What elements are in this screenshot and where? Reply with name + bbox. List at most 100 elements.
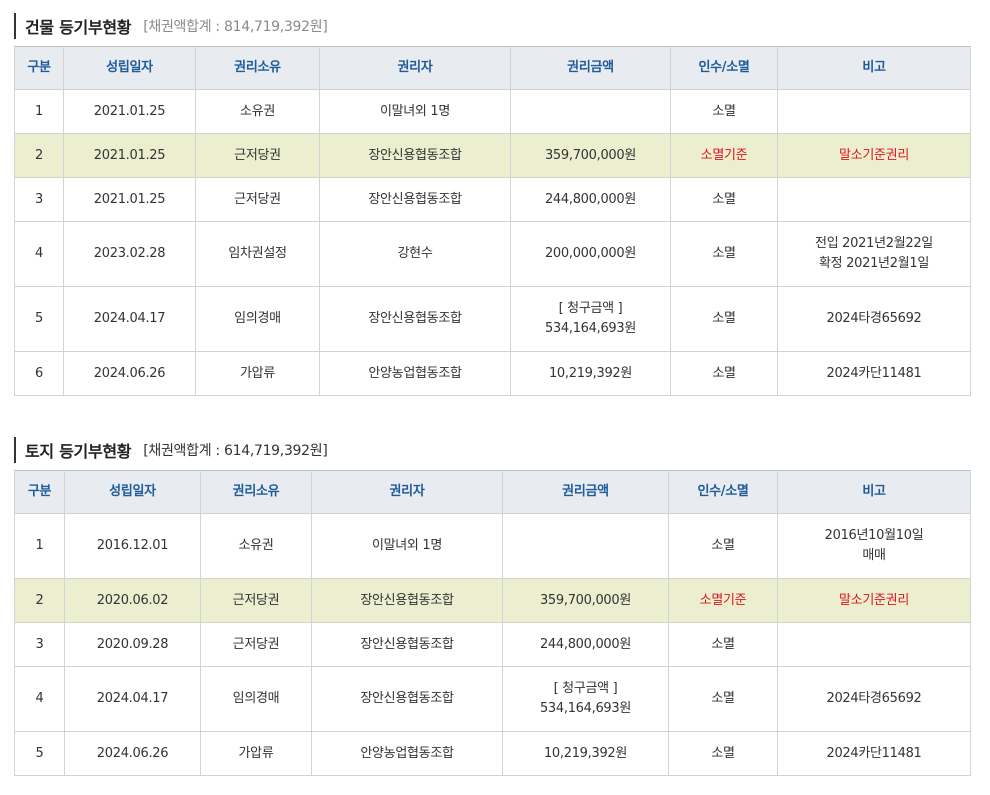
row-note: 전입 2021년2월22일 확정 2021년2월1일 xyxy=(777,221,971,287)
row-status: 소멸 xyxy=(670,221,778,287)
col-header-note: 비고 xyxy=(777,470,971,514)
col-header-amount: 권리금액 xyxy=(510,46,671,90)
row-date: 2024.04.17 xyxy=(63,286,196,352)
row-right-type: 가압류 xyxy=(200,731,312,776)
row-date: 2020.09.28 xyxy=(64,622,201,667)
row-right-type: 임의경매 xyxy=(200,666,312,732)
col-header-right-type: 권리소유 xyxy=(200,470,312,514)
table-row: 1 2021.01.25 소유권 이말녀외 1명 소멸 xyxy=(14,89,971,134)
row-right-type: 근저당권 xyxy=(200,622,312,667)
land-register-table: 구분 성립일자 권리소유 권리자 권리금액 인수/소멸 비고 1 2016.12… xyxy=(14,470,971,776)
land-section-title: 토지 등기부현황 xyxy=(25,442,132,461)
row-status: 소멸 xyxy=(670,177,778,222)
row-no: 1 xyxy=(14,89,64,134)
row-date: 2021.01.25 xyxy=(63,133,196,178)
row-amount: 244,800,000원 xyxy=(502,622,669,667)
row-amount: 200,000,000원 xyxy=(510,221,671,287)
col-header-status: 인수/소멸 xyxy=(670,46,778,90)
col-header-date: 성립일자 xyxy=(63,46,196,90)
row-holder: 이말녀외 1명 xyxy=(319,89,511,134)
col-header-amount: 권리금액 xyxy=(502,470,669,514)
building-section-title: 건물 등기부현황 xyxy=(25,18,132,37)
row-amount: 10,219,392원 xyxy=(510,351,671,396)
row-no: 5 xyxy=(14,286,64,352)
row-note: 2016년10월10일 매매 xyxy=(777,513,971,579)
row-status: 소멸 xyxy=(670,351,778,396)
col-header-no: 구분 xyxy=(14,470,65,514)
row-no: 4 xyxy=(14,221,64,287)
claim-amount-label: [ 청구금액 ] xyxy=(553,681,618,696)
row-no: 3 xyxy=(14,622,65,667)
row-note: 2024타경65692 xyxy=(777,666,971,732)
row-holder: 안양농업협동조합 xyxy=(311,731,503,776)
row-right-type: 임차권설정 xyxy=(195,221,320,287)
row-note xyxy=(777,89,971,134)
table-row: 3 2020.09.28 근저당권 장안신용협동조합 244,800,000원 … xyxy=(14,622,971,667)
row-holder: 장안신용협동조합 xyxy=(311,622,503,667)
row-right-type: 임의경매 xyxy=(195,286,320,352)
row-date: 2023.02.28 xyxy=(63,221,196,287)
land-claim-total: [채권액합계 : 614,719,392원] xyxy=(143,443,328,459)
row-amount: 359,700,000원 xyxy=(502,578,669,623)
row-right-type: 근저당권 xyxy=(200,578,312,623)
row-date: 2021.01.25 xyxy=(63,89,196,134)
land-table-header-row: 구분 성립일자 권리소유 권리자 권리금액 인수/소멸 비고 xyxy=(14,470,971,514)
row-note xyxy=(777,622,971,667)
col-header-holder: 권리자 xyxy=(319,46,511,90)
table-row: 1 2016.12.01 소유권 이말녀외 1명 소멸 2016년10월10일 … xyxy=(14,513,971,579)
row-no: 6 xyxy=(14,351,64,396)
land-register-section: 토지 등기부현황 [채권액합계 : 614,719,392원] 구분 성립일자 … xyxy=(14,437,971,776)
row-amount: [ 청구금액 ] 534,164,693원 xyxy=(510,286,671,352)
row-date: 2024.06.26 xyxy=(64,731,201,776)
table-row-base-right: 2 2020.06.02 근저당권 장안신용협동조합 359,700,000원 … xyxy=(14,578,971,623)
col-header-note: 비고 xyxy=(777,46,971,90)
row-holder: 장안신용협동조합 xyxy=(319,286,511,352)
claim-amount-value: 534,164,693원 xyxy=(539,701,632,716)
land-section-header: 토지 등기부현황 [채권액합계 : 614,719,392원] xyxy=(14,437,970,463)
row-right-type: 소유권 xyxy=(200,513,312,579)
claim-amount-value: 534,164,693원 xyxy=(544,321,637,336)
row-right-type: 가압류 xyxy=(195,351,320,396)
row-holder: 장안신용협동조합 xyxy=(319,177,511,222)
table-row: 4 2023.02.28 임차권설정 강현수 200,000,000원 소멸 전… xyxy=(14,221,971,287)
row-status: 소멸 xyxy=(670,286,778,352)
table-row: 4 2024.04.17 임의경매 장안신용협동조합 [ 청구금액 ] 534,… xyxy=(14,666,971,732)
row-note xyxy=(777,177,971,222)
row-amount: 10,219,392원 xyxy=(502,731,669,776)
row-no: 4 xyxy=(14,666,65,732)
table-row: 6 2024.06.26 가압류 안양농업협동조합 10,219,392원 소멸… xyxy=(14,351,971,396)
row-note: 말소기준권리 xyxy=(777,133,971,178)
row-no: 2 xyxy=(14,578,65,623)
row-holder: 장안신용협동조합 xyxy=(311,578,503,623)
row-status: 소멸 xyxy=(668,731,778,776)
row-status: 소멸 xyxy=(668,666,778,732)
building-table-header-row: 구분 성립일자 권리소유 권리자 권리금액 인수/소멸 비고 xyxy=(14,46,971,90)
row-no: 2 xyxy=(14,133,64,178)
row-status: 소멸기준 xyxy=(668,578,778,623)
row-right-type: 근저당권 xyxy=(195,177,320,222)
row-date: 2024.04.17 xyxy=(64,666,201,732)
note-confirmed-date: 확정 2021년2월1일 xyxy=(819,256,929,271)
col-header-holder: 권리자 xyxy=(311,470,503,514)
row-date: 2024.06.26 xyxy=(63,351,196,396)
table-row: 5 2024.06.26 가압류 안양농업협동조합 10,219,392원 소멸… xyxy=(14,731,971,776)
row-note: 2024타경65692 xyxy=(777,286,971,352)
building-claim-total: [채권액합계 : 814,719,392원] xyxy=(143,19,328,35)
row-date: 2021.01.25 xyxy=(63,177,196,222)
note-move-in-date: 전입 2021년2월22일 xyxy=(815,236,933,251)
table-row: 5 2024.04.17 임의경매 장안신용협동조합 [ 청구금액 ] 534,… xyxy=(14,286,971,352)
row-date: 2020.06.02 xyxy=(64,578,201,623)
table-row-base-right: 2 2021.01.25 근저당권 장안신용협동조합 359,700,000원 … xyxy=(14,133,971,178)
note-cause: 매매 xyxy=(862,548,886,563)
row-right-type: 근저당권 xyxy=(195,133,320,178)
row-note: 말소기준권리 xyxy=(777,578,971,623)
row-amount xyxy=(510,89,671,134)
note-sale-date: 2016년10월10일 xyxy=(824,528,924,543)
row-status: 소멸 xyxy=(668,622,778,667)
row-no: 1 xyxy=(14,513,65,579)
row-status: 소멸 xyxy=(668,513,778,579)
row-right-type: 소유권 xyxy=(195,89,320,134)
row-status: 소멸기준 xyxy=(670,133,778,178)
building-section-header: 건물 등기부현황 [채권액합계 : 814,719,392원] xyxy=(14,13,970,39)
col-header-no: 구분 xyxy=(14,46,64,90)
